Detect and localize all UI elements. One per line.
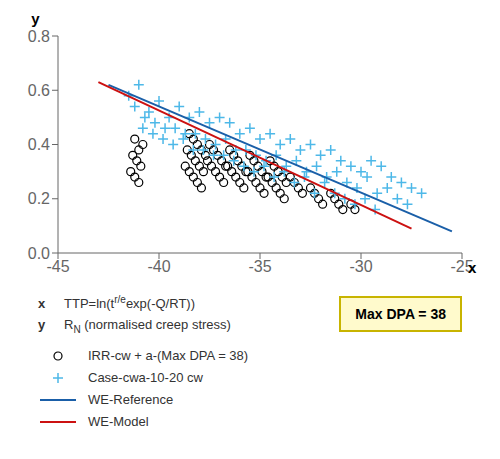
html-text:WE-Model: WE-Model <box>88 414 149 430</box>
svg-text:0.0: 0.0 <box>28 245 50 262</box>
svg-text:0.8: 0.8 <box>28 28 50 45</box>
svg-text:-35: -35 <box>248 258 271 275</box>
svg-text:0.6: 0.6 <box>28 82 50 99</box>
html-text:TTP=ln(tr/eexp(-Q/RT)): TTP=ln(tr/eexp(-Q/RT)) <box>64 294 195 312</box>
html-text:IRR-cw + a-(Max DPA = 38): IRR-cw + a-(Max DPA = 38) <box>88 348 249 364</box>
html-text:WE-Reference: WE-Reference <box>88 392 174 408</box>
html-text:Max DPA = 38: Max DPA = 38 <box>355 306 446 323</box>
svg-text:-40: -40 <box>147 258 170 275</box>
html-text:RN(normalised creep stress): RN(normalised creep stress) <box>64 317 231 335</box>
html-text:Case-cwa-10-20 cw: Case-cwa-10-20 cw <box>88 370 203 386</box>
svg-text:x: x <box>468 259 477 276</box>
svg-text:0.2: 0.2 <box>28 190 50 207</box>
html-text:y: y <box>38 317 46 333</box>
svg-text:-45: -45 <box>46 258 70 276</box>
html-text:x: x <box>38 296 46 312</box>
svg-text:-30: -30 <box>349 258 372 275</box>
svg-text:y: y <box>31 10 40 27</box>
svg-text:0.4: 0.4 <box>28 136 50 153</box>
svg-text:-25: -25 <box>450 258 474 276</box>
